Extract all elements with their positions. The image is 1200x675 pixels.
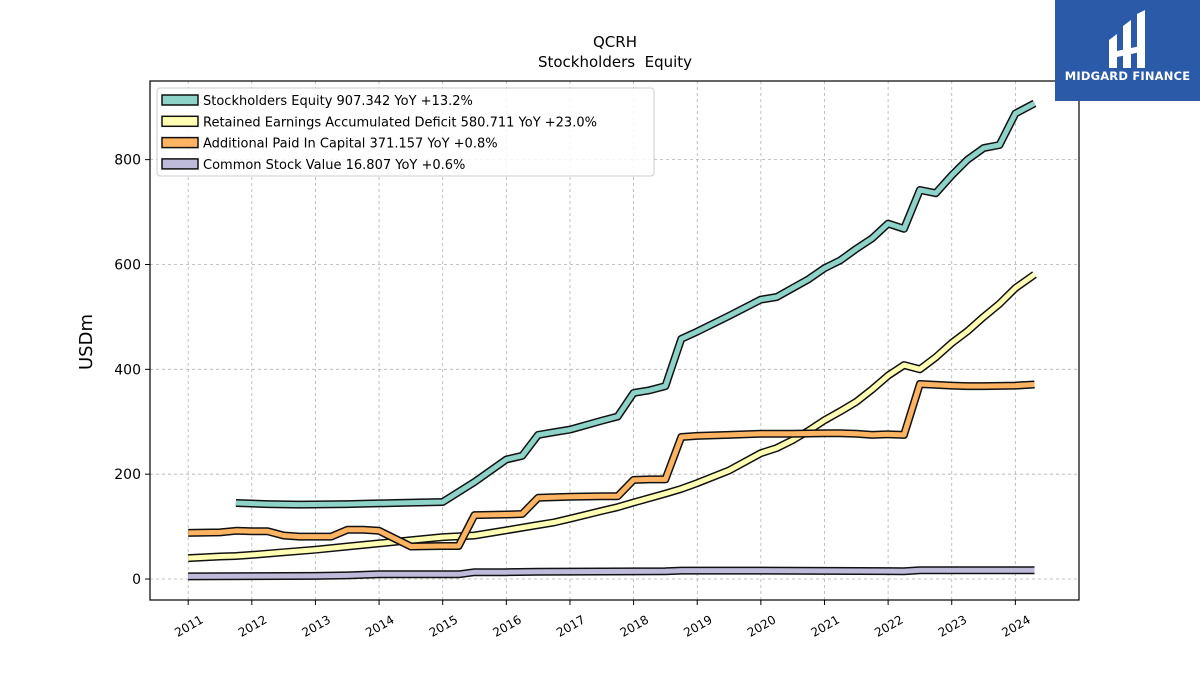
- x-tick-label: 2013: [299, 612, 332, 639]
- x-tick-label: 2012: [236, 612, 269, 639]
- x-tick-label: 2014: [363, 612, 396, 639]
- x-tick-label: 2018: [618, 612, 651, 639]
- legend-swatch: [161, 94, 199, 106]
- x-tick-label: 2022: [872, 612, 905, 639]
- legend-box: [156, 87, 655, 177]
- series-line: [188, 272, 1036, 561]
- plot-frame: [149, 80, 1080, 601]
- x-tick-label: 2019: [681, 612, 714, 639]
- brand-logo: MIDGARD FINANCE: [1055, 0, 1200, 101]
- y-tick-label: 400: [114, 362, 141, 378]
- legend-label: Common Stock Value 16.807 YoY +0.6%: [203, 158, 465, 173]
- x-tick-label: 2023: [936, 612, 969, 639]
- series-line: [235, 101, 1036, 508]
- y-tick-label: 600: [114, 257, 141, 273]
- x-tick-label: 2020: [745, 612, 778, 639]
- chart-title: QCRH: [593, 33, 637, 51]
- legend-label: Stockholders Equity 907.342 YoY +13.2%: [203, 94, 473, 109]
- legend-swatch: [161, 158, 199, 170]
- x-tick-label: 2017: [554, 612, 587, 639]
- series-line: [188, 381, 1035, 549]
- y-tick-label: 0: [132, 572, 141, 588]
- legend-swatch: [161, 136, 199, 149]
- chart-subtitle: Stockholders Equity: [538, 53, 692, 71]
- y-tick-label: 800: [114, 153, 141, 169]
- legend: Stockholders Equity 907.342 YoY +13.2% Re…: [156, 87, 655, 177]
- x-tick-label: 2016: [490, 612, 523, 639]
- x-tick-label: 2021: [809, 612, 842, 639]
- brand-name: MIDGARD FINANCE: [1064, 69, 1191, 83]
- y-axis-label: USDm: [76, 314, 97, 370]
- legend-label: Additional Paid In Capital 371.157 YoY +…: [203, 137, 498, 152]
- legend-label: Retained Earnings Accumulated Deficit 58…: [203, 115, 597, 130]
- x-tick-label: 2015: [427, 612, 460, 639]
- series-lines: [187, 99, 1037, 581]
- x-tick-label: 2024: [999, 612, 1032, 639]
- x-tick-label: 2011: [172, 612, 205, 639]
- brand-mark-icon: [1109, 10, 1145, 68]
- y-tick-label: 200: [114, 467, 141, 483]
- series-line: [188, 567, 1035, 579]
- legend-swatch: [161, 115, 199, 128]
- grid: [150, 81, 1079, 600]
